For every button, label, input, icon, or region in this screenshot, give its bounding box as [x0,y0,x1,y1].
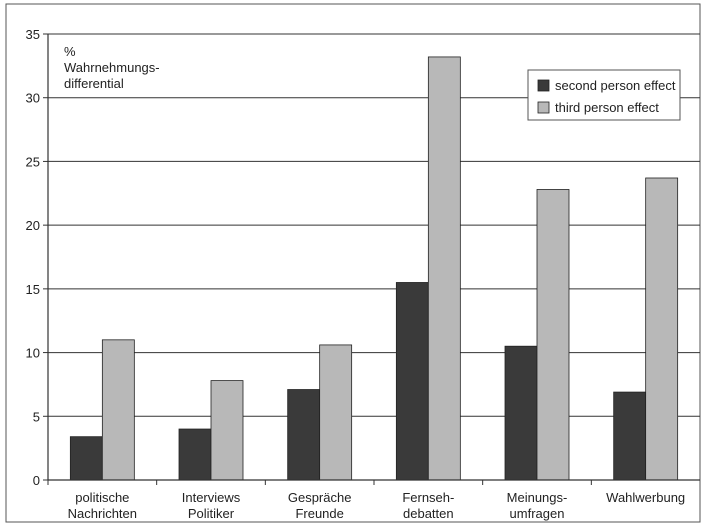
legend: second person effect third person effect [527,69,681,121]
bar-third-person [645,177,679,481]
bar-second-person [613,391,647,481]
y-axis-label-line: differential [64,76,124,91]
legend-label: second person effect [555,78,676,93]
x-category-label: Interviews [182,490,241,505]
bar-second-person [287,389,321,481]
bar-second-person [395,282,429,481]
x-category-label: umfragen [510,506,565,521]
y-tick-label: 20 [26,218,40,233]
x-category-label: Wahlwerbung [606,490,685,505]
y-tick-label: 35 [26,27,40,42]
x-category-label: debatten [403,506,454,521]
bar-third-person [319,344,353,481]
bar-third-person [427,56,461,481]
bar-second-person [504,345,538,481]
x-category-label: Gespräche [288,490,352,505]
bar-third-person [210,380,244,481]
y-axis-label: %Wahrnehmungs-differential [64,44,160,91]
legend-box [527,69,681,121]
y-tick-label: 15 [26,282,40,297]
y-tick-labels: 0 5 10 15 20 25 30 35 [26,27,40,488]
y-tick-label: 10 [26,346,40,361]
axes [43,33,700,485]
legend-swatch-third-person [537,101,550,114]
y-axis-label-line: % [64,44,76,59]
x-category-label: Freunde [295,506,343,521]
x-category-label: Fernseh- [402,490,454,505]
bar-second-person [178,428,212,481]
y-tick-label: 0 [33,473,40,488]
bars [69,56,679,481]
y-tick-label: 25 [26,154,40,169]
y-tick-label: 30 [26,91,40,106]
x-category-label: politische [75,490,129,505]
bar-third-person [536,189,570,481]
y-tick-label: 5 [33,409,40,424]
bar-second-person [69,436,103,481]
y-axis-label-line: Wahrnehmungs- [64,60,160,75]
bar-third-person [101,339,135,481]
legend-label: third person effect [555,100,659,115]
x-category-label: Nachrichten [68,506,137,521]
x-category-label: Meinungs- [507,490,568,505]
legend-swatch-second-person [537,79,550,92]
x-category-label: Politiker [188,506,235,521]
